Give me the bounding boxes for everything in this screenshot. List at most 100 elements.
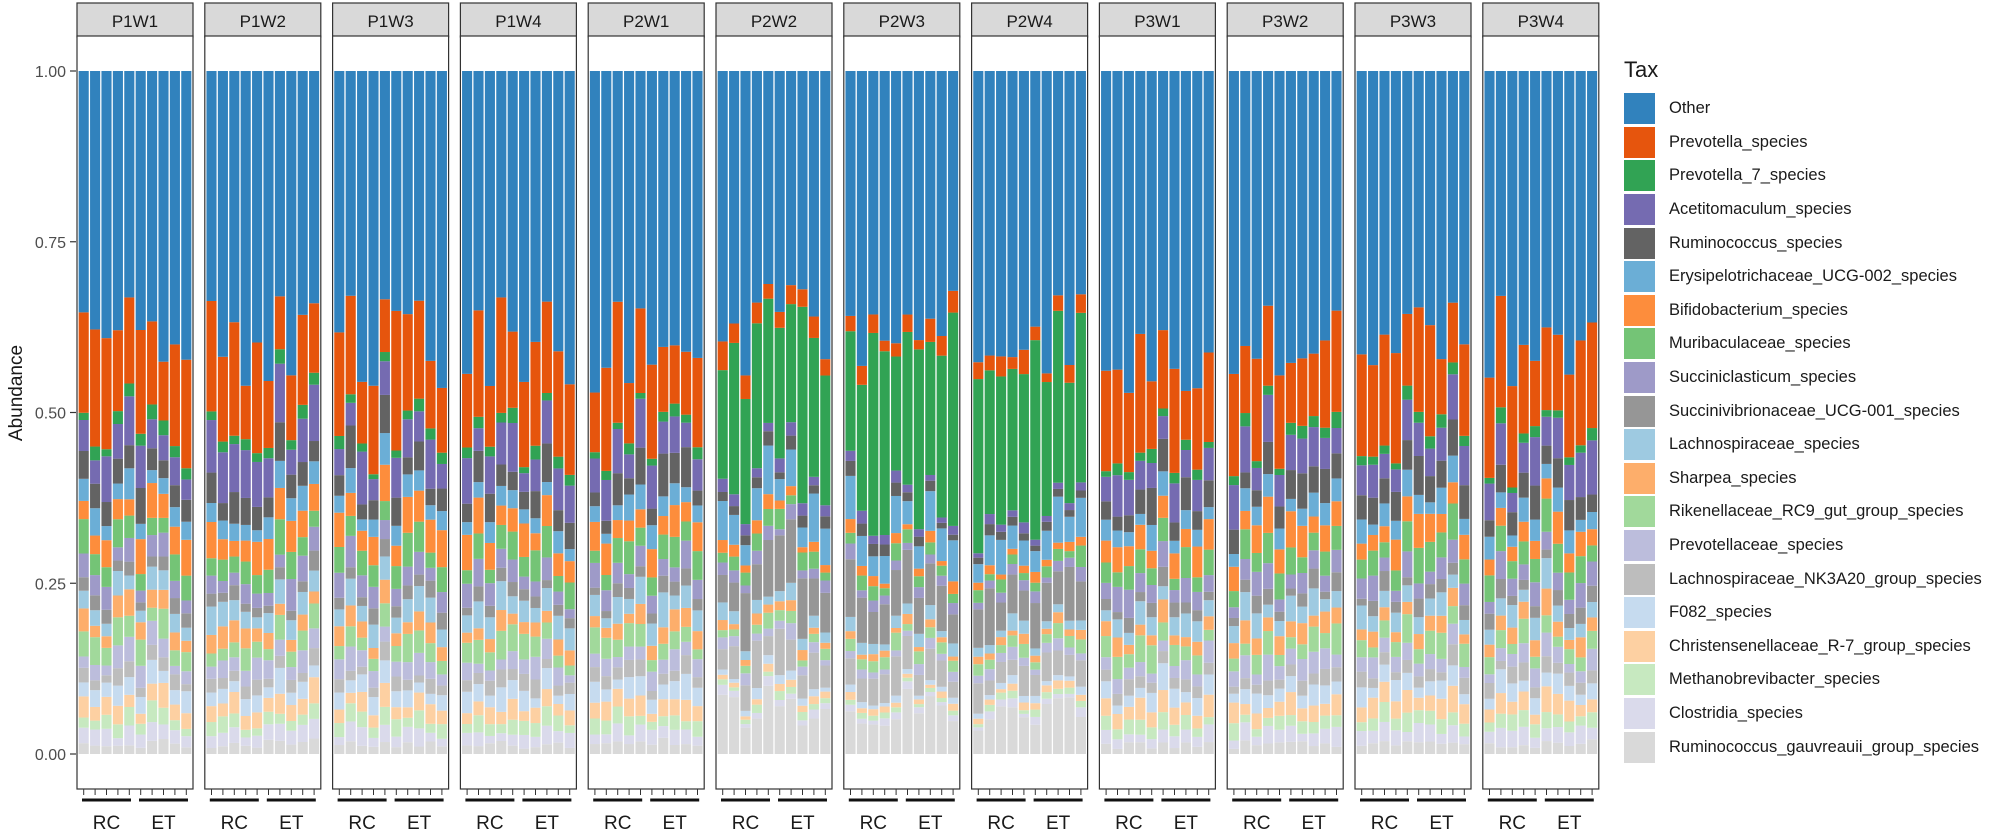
- legend-item: F082_species: [1624, 596, 2008, 630]
- bar-segment: [1540, 728, 1553, 742]
- bar-segment: [1063, 629, 1076, 636]
- bar-segment: [89, 535, 101, 555]
- bar-segment: [751, 323, 763, 469]
- legend-label: Clostridia_species: [1669, 703, 1803, 722]
- bar: [413, 71, 425, 754]
- bar-segment: [589, 506, 601, 522]
- bar-segment: [879, 604, 891, 645]
- bar-segment: [146, 607, 158, 621]
- bar-segment: [1483, 536, 1496, 560]
- bar-segment: [856, 523, 868, 536]
- bar-segment: [879, 595, 891, 605]
- bar-segment: [612, 520, 624, 539]
- bar-segment: [774, 591, 786, 602]
- bar-segment: [251, 453, 263, 462]
- bar-segment: [390, 747, 402, 754]
- bar-segment: [1458, 704, 1470, 724]
- bar-segment: [1191, 511, 1203, 530]
- bar-segment: [1146, 645, 1158, 674]
- facet-strip-label: P1W3: [367, 12, 413, 31]
- bar-segment: [285, 692, 297, 706]
- bar-segment: [1424, 436, 1436, 449]
- bar-segment: [1157, 330, 1169, 409]
- bar-segment: [646, 645, 658, 661]
- bar-segment: [1285, 595, 1297, 622]
- bar-segment: [1506, 595, 1518, 606]
- bar-segment: [1424, 71, 1436, 326]
- bar-segment: [1447, 71, 1459, 303]
- bar-segment: [146, 71, 158, 322]
- bar-segment: [634, 676, 647, 696]
- bar-segment: [1308, 651, 1320, 674]
- bar-segment: [1006, 613, 1019, 631]
- bar-segment: [1563, 685, 1575, 701]
- bar-segment: [924, 648, 936, 681]
- bar-segment: [796, 289, 809, 307]
- bar-segment: [1180, 613, 1192, 638]
- bar-segment: [600, 734, 612, 744]
- bar-segment: [333, 609, 345, 627]
- bar-segment: [1563, 572, 1575, 600]
- bar-segment: [123, 515, 135, 538]
- bar-segment: [657, 496, 669, 517]
- bar-segment: [1228, 607, 1240, 618]
- bar-segment: [541, 71, 553, 302]
- bar-segment: [1157, 742, 1169, 754]
- bar-segment: [507, 582, 519, 597]
- bar-segment: [739, 572, 752, 586]
- bar-segment: [1063, 566, 1076, 621]
- bar-segment: [1168, 635, 1181, 645]
- bar-segment: [623, 587, 635, 599]
- bar-segment: [1041, 71, 1053, 374]
- bar-segment: [413, 490, 425, 522]
- bar-segment: [1458, 435, 1470, 446]
- bar-segment: [333, 659, 345, 680]
- legend-label: Muribaculaceae_species: [1669, 334, 1851, 353]
- bar-segment: [623, 541, 635, 575]
- bar-segment: [1285, 715, 1297, 726]
- bar-segment: [356, 530, 368, 551]
- bar-segment: [936, 698, 948, 703]
- bar-segment: [484, 542, 496, 570]
- bar-segment: [1447, 419, 1459, 456]
- bar-segment: [879, 706, 891, 713]
- bar-segment: [1146, 739, 1158, 749]
- bar-segment: [1296, 733, 1308, 742]
- bar-segment: [1041, 373, 1053, 383]
- bar-segment: [995, 579, 1007, 593]
- bar-segment: [1228, 476, 1240, 486]
- bar-segment: [518, 633, 530, 660]
- bar-segment: [308, 372, 320, 385]
- bar-segment: [285, 474, 297, 499]
- bar-segment: [1006, 71, 1019, 358]
- bar-segment: [390, 310, 402, 451]
- bar-segment: [205, 653, 218, 667]
- bar-segment: [890, 702, 902, 708]
- bar-segment: [123, 297, 135, 384]
- bar-segment: [518, 720, 530, 735]
- bar-segment: [484, 735, 496, 744]
- bar-segment: [1273, 654, 1286, 667]
- bar-segment: [1540, 478, 1553, 499]
- bar-segment: [623, 646, 635, 660]
- bar-segment: [552, 655, 564, 668]
- bar-segment: [1029, 551, 1041, 572]
- bar-segment: [1029, 674, 1041, 696]
- bar-segment: [135, 665, 147, 688]
- bar-segment: [1575, 445, 1587, 453]
- bar-segment: [1273, 742, 1286, 754]
- bar-segment: [1563, 374, 1575, 458]
- bar-segment: [1123, 719, 1135, 735]
- bar-segment: [1075, 686, 1087, 695]
- bar-segment: [1203, 549, 1215, 576]
- bar-segment: [1518, 433, 1530, 443]
- bar-segment: [1285, 511, 1297, 548]
- bar-segment: [728, 71, 740, 324]
- bar-segment: [924, 480, 936, 492]
- bar-segment: [1273, 636, 1286, 655]
- bar-segment: [402, 532, 414, 567]
- bar-segment: [484, 71, 496, 386]
- bar-segment: [691, 721, 704, 737]
- bar: [367, 71, 380, 754]
- bar-segment: [529, 71, 542, 342]
